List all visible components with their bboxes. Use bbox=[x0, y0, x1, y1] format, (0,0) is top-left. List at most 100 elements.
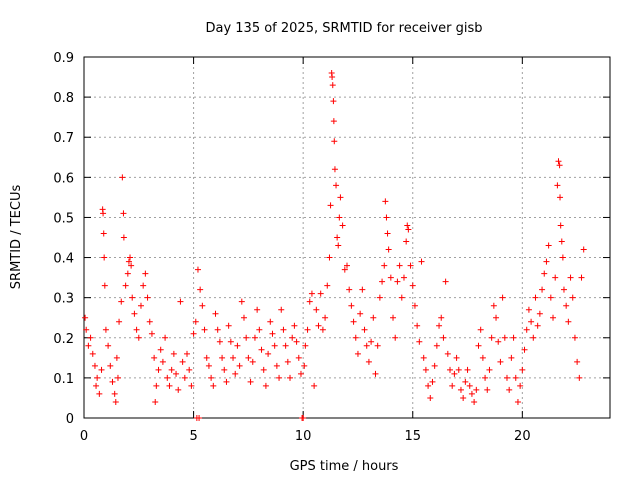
data-point-marker bbox=[365, 358, 372, 365]
data-point-marker bbox=[201, 326, 208, 333]
y-tick-label: 0.2 bbox=[53, 332, 74, 347]
data-point-marker bbox=[416, 338, 423, 345]
data-point-marker bbox=[210, 382, 217, 389]
data-point-marker bbox=[287, 374, 294, 381]
data-point-marker bbox=[407, 262, 414, 269]
data-point-marker bbox=[251, 334, 258, 341]
data-point-marker bbox=[105, 342, 112, 349]
data-point-marker bbox=[453, 354, 460, 361]
data-point-marker bbox=[94, 374, 101, 381]
data-point-marker bbox=[534, 322, 541, 329]
data-point-marker bbox=[422, 366, 429, 373]
data-point-marker bbox=[291, 322, 298, 329]
data-point-marker bbox=[265, 350, 272, 357]
data-point-marker bbox=[271, 342, 278, 349]
plot-frame bbox=[83, 56, 611, 419]
data-point-marker bbox=[249, 358, 256, 365]
data-point-marker bbox=[545, 242, 552, 249]
data-point-marker bbox=[368, 338, 375, 345]
data-point-marker bbox=[216, 338, 223, 345]
data-point-marker bbox=[96, 390, 103, 397]
data-point-marker bbox=[313, 306, 320, 313]
data-point-marker bbox=[113, 354, 120, 361]
data-point-marker bbox=[173, 370, 180, 377]
data-point-marker bbox=[331, 138, 338, 145]
data-point-marker bbox=[519, 366, 526, 373]
data-point-marker bbox=[379, 278, 386, 285]
data-point-marker bbox=[208, 374, 215, 381]
data-point-marker bbox=[543, 258, 550, 265]
data-point-marker bbox=[192, 318, 199, 325]
data-point-marker bbox=[240, 314, 247, 321]
data-point-marker bbox=[112, 398, 119, 405]
data-point-marker bbox=[525, 306, 532, 313]
data-point-marker bbox=[438, 314, 445, 321]
data-point-marker bbox=[319, 326, 326, 333]
data-point-marker bbox=[329, 74, 336, 81]
data-point-marker bbox=[429, 378, 436, 385]
data-point-marker bbox=[484, 386, 491, 393]
data-point-marker bbox=[205, 362, 212, 369]
data-points bbox=[82, 70, 587, 421]
data-point-marker bbox=[230, 354, 237, 361]
data-point-marker bbox=[164, 374, 171, 381]
data-point-marker bbox=[155, 366, 162, 373]
data-point-marker bbox=[301, 362, 308, 369]
data-point-marker bbox=[495, 338, 502, 345]
data-point-marker bbox=[137, 302, 144, 309]
x-tick-label: 10 bbox=[295, 429, 312, 444]
data-point-marker bbox=[431, 362, 438, 369]
data-point-marker bbox=[89, 350, 96, 357]
data-point-marker bbox=[102, 326, 109, 333]
data-point-marker bbox=[552, 274, 559, 281]
data-point-marker bbox=[490, 302, 497, 309]
data-point-marker bbox=[352, 334, 359, 341]
data-point-marker bbox=[256, 326, 263, 333]
data-point-marker bbox=[557, 222, 564, 229]
data-point-marker bbox=[532, 294, 539, 301]
y-tick-label: 0.6 bbox=[53, 171, 74, 186]
data-point-marker bbox=[322, 314, 329, 321]
data-point-marker bbox=[144, 294, 151, 301]
data-point-marker bbox=[142, 270, 149, 277]
data-point-marker bbox=[260, 366, 267, 373]
data-point-marker bbox=[374, 342, 381, 349]
data-point-marker bbox=[400, 274, 407, 281]
data-point-marker bbox=[541, 270, 548, 277]
data-point-marker bbox=[238, 298, 245, 305]
data-point-marker bbox=[558, 238, 565, 245]
data-point-marker bbox=[317, 290, 324, 297]
data-point-marker bbox=[214, 326, 221, 333]
data-point-marker bbox=[109, 378, 116, 385]
data-point-marker bbox=[477, 326, 484, 333]
data-point-marker bbox=[560, 286, 567, 293]
data-point-marker bbox=[159, 358, 166, 365]
data-point-marker bbox=[569, 294, 576, 301]
data-point-marker bbox=[462, 378, 469, 385]
data-point-marker bbox=[486, 366, 493, 373]
data-point-marker bbox=[359, 286, 366, 293]
data-point-marker bbox=[361, 326, 368, 333]
data-point-marker bbox=[479, 354, 486, 361]
x-tick-label: 5 bbox=[189, 429, 197, 444]
data-point-marker bbox=[341, 266, 348, 273]
data-point-marker bbox=[433, 342, 440, 349]
data-point-marker bbox=[556, 162, 563, 169]
data-point-marker bbox=[508, 354, 515, 361]
data-point-marker bbox=[547, 294, 554, 301]
data-point-marker bbox=[140, 282, 147, 289]
data-point-marker bbox=[124, 270, 131, 277]
data-point-marker bbox=[376, 294, 383, 301]
data-point-marker bbox=[521, 346, 528, 353]
y-tick-label: 0.1 bbox=[53, 372, 74, 387]
data-point-marker bbox=[404, 222, 411, 229]
data-point-marker bbox=[262, 382, 269, 389]
data-point-marker bbox=[236, 362, 243, 369]
data-point-marker bbox=[177, 298, 184, 305]
data-point-marker bbox=[330, 98, 337, 105]
data-point-marker bbox=[127, 254, 134, 261]
data-point-marker bbox=[111, 390, 118, 397]
data-point-marker bbox=[225, 322, 232, 329]
data-point-marker bbox=[179, 358, 186, 365]
data-point-marker bbox=[425, 382, 432, 389]
